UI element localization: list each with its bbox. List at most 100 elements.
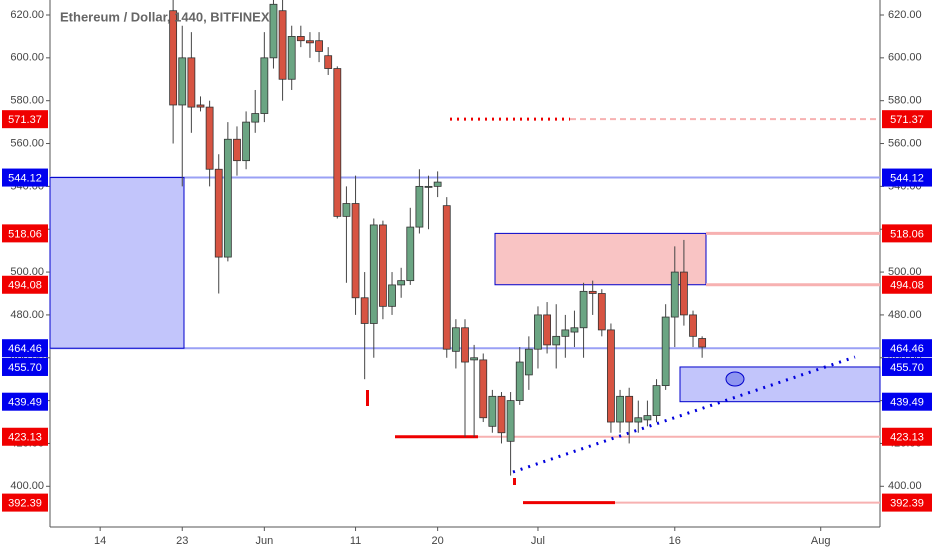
level-tag [882, 275, 932, 294]
y-tick-label: 400.00 [888, 480, 922, 492]
level-label: 571.37 [8, 114, 42, 126]
level-label: 392.39 [8, 498, 42, 510]
candle-body [543, 314, 551, 346]
candle-body [397, 280, 406, 286]
candle-body [515, 361, 524, 402]
y-tick-label: 480.00 [888, 309, 922, 321]
candle-body [406, 226, 415, 282]
level-tag [882, 493, 932, 512]
candle-body [451, 327, 460, 352]
candle-body [369, 224, 378, 324]
level-label: 494.08 [890, 280, 924, 292]
candle-body [278, 10, 287, 80]
candle-body [634, 417, 643, 423]
candle-body [524, 348, 533, 376]
candle-body [561, 329, 570, 337]
candle-body [306, 40, 314, 44]
x-tick-label: 23 [176, 535, 188, 547]
y-tick-label: 580.00 [888, 95, 922, 107]
candle-body [178, 57, 187, 106]
candle-body [260, 57, 269, 114]
y-tick-label: 500.00 [888, 266, 922, 278]
x-tick-label: 11 [350, 535, 361, 547]
level-tag [2, 357, 48, 376]
level-label: 464.46 [8, 343, 42, 355]
y-tick-label: 600.00 [10, 52, 44, 64]
candle-body [661, 316, 670, 387]
x-tick-label: 14 [94, 535, 106, 547]
candle-body [223, 138, 232, 258]
x-tick-label: Jun [255, 535, 273, 547]
candle-body [324, 55, 333, 69]
zone-box [679, 366, 881, 403]
level-tag [882, 357, 932, 376]
x-tick-label: 20 [432, 535, 444, 547]
level-tag [882, 339, 932, 358]
level-tag [882, 427, 932, 446]
marker [366, 390, 369, 406]
candle-body [424, 185, 433, 188]
level-label: 455.70 [8, 362, 42, 374]
candle-body [242, 121, 250, 162]
level-label: 455.70 [890, 362, 924, 374]
drawings [49, 117, 881, 505]
candle-body [461, 327, 469, 363]
y-tick-label: 500.00 [10, 266, 44, 278]
level-tag [2, 224, 48, 243]
labels: 400.00400.00420.00420.00440.00440.00460.… [2, 9, 932, 547]
candle-body [616, 395, 624, 423]
candle-body [670, 271, 679, 318]
y-tick-label: 560.00 [10, 137, 44, 149]
candle-body [579, 290, 588, 329]
level-tag [2, 427, 48, 446]
candle-body [415, 185, 424, 228]
candle-body [488, 395, 497, 427]
level-tag [2, 392, 48, 411]
y-tick-label: 600.00 [888, 52, 922, 64]
level-label: 544.12 [890, 172, 924, 184]
candles [169, 0, 707, 476]
level-tag [2, 110, 48, 129]
level-tag [882, 224, 932, 243]
level-tag [2, 168, 48, 187]
candle-body [333, 68, 342, 217]
y-tick-label: 480.00 [10, 309, 44, 321]
candle-body [479, 359, 488, 419]
candle-body [442, 205, 451, 350]
candle-body [680, 271, 688, 316]
candle-body [433, 181, 442, 187]
candle-body [497, 395, 506, 434]
level-label: 571.37 [890, 114, 924, 126]
zone-box [494, 232, 707, 286]
marker [513, 478, 516, 485]
candle-body [388, 284, 396, 307]
x-tick-label: Jul [531, 535, 545, 547]
level-label: 423.13 [890, 432, 924, 444]
marker [725, 371, 745, 387]
level-tag [2, 493, 48, 512]
candle-body [643, 415, 652, 421]
level-label: 544.12 [8, 172, 42, 184]
y-tick-label: 620.00 [10, 9, 44, 21]
level-tag [882, 110, 932, 129]
candle-body [214, 168, 223, 258]
candle-body [296, 36, 305, 42]
candle-body [351, 203, 360, 299]
level-tag [882, 168, 932, 187]
candle-body [342, 203, 351, 217]
y-tick-label: 620.00 [888, 9, 922, 21]
x-tick-label: Aug [811, 535, 831, 547]
chart-title: Ethereum / Dollar, 1440, BITFINEX [60, 9, 270, 24]
level-label: 518.06 [8, 228, 42, 240]
level-label: 392.39 [890, 498, 924, 510]
candle-body [251, 113, 260, 123]
candle-body [689, 314, 697, 337]
candle-body [233, 138, 241, 162]
candle-body [534, 314, 542, 350]
candle-body [552, 335, 561, 346]
candle-body [625, 395, 634, 423]
level-tag [2, 275, 48, 294]
level-tag [2, 339, 48, 358]
candle-body [506, 400, 515, 442]
